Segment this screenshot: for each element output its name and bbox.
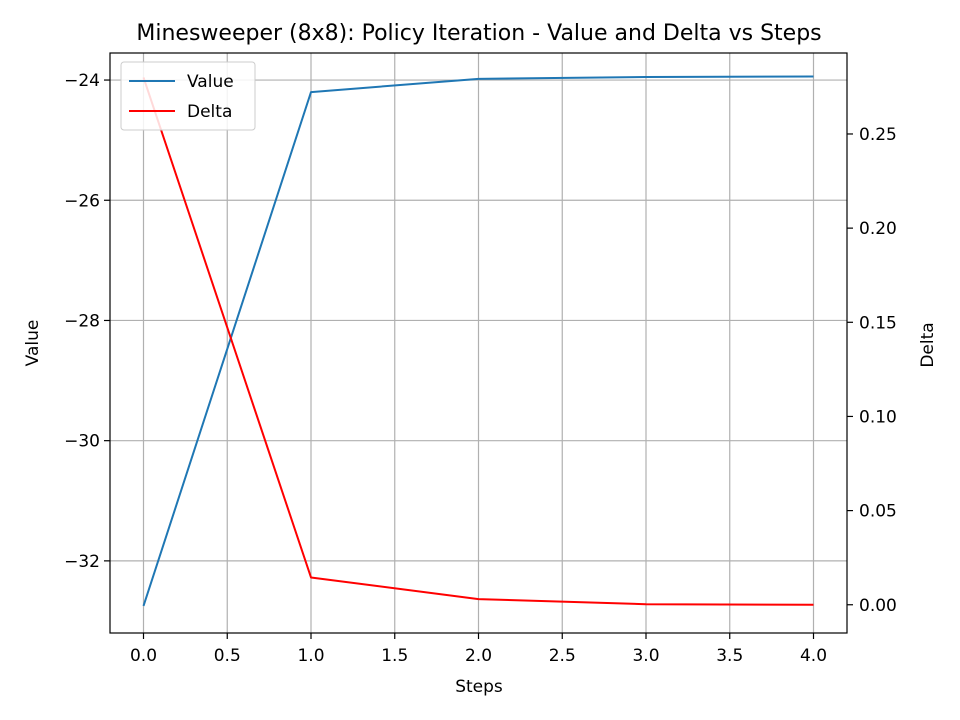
series-line-value xyxy=(142,75,814,607)
left-y-tick-label: −26 xyxy=(64,191,100,211)
x-tick-label: 3.5 xyxy=(716,646,743,666)
x-tick-label: 0.0 xyxy=(130,646,157,666)
right-y-axis-ticks: 0.00 0.05 0.10 0.15 0.20 0.25 xyxy=(847,125,897,616)
right-y-tick-label: 0.00 xyxy=(859,596,897,616)
right-y-tick-label: 0.10 xyxy=(859,407,897,427)
legend-label-delta: Delta xyxy=(187,102,232,122)
x-tick-label: 0.5 xyxy=(214,646,241,666)
legend-box xyxy=(120,61,256,131)
x-tick-label: 2.5 xyxy=(549,646,576,666)
left-y-tick-label: −24 xyxy=(64,71,100,91)
left-y-tick-label: −28 xyxy=(64,311,100,331)
x-axis-ticks: 0.0 0.5 1.0 1.5 2.0 2.5 3.0 3.5 4.0 xyxy=(130,633,827,666)
right-y-tick-label: 0.15 xyxy=(859,313,897,333)
left-y-axis-label: Value xyxy=(23,320,43,367)
series-line-delta xyxy=(142,77,814,606)
left-y-tick-label: −30 xyxy=(64,432,100,452)
x-tick-label: 4.0 xyxy=(800,646,827,666)
right-y-tick-label: 0.05 xyxy=(859,502,897,522)
right-y-tick-label: 0.25 xyxy=(859,125,897,145)
legend-label-value: Value xyxy=(187,72,234,92)
x-tick-label: 3.0 xyxy=(632,646,659,666)
left-y-tick-label: −32 xyxy=(64,552,100,572)
x-tick-label: 1.5 xyxy=(381,646,408,666)
series-lines xyxy=(142,75,814,607)
legend: Value Delta xyxy=(120,61,256,131)
grid xyxy=(110,53,847,633)
left-y-axis-ticks: −32 −30 −28 −26 −24 xyxy=(64,71,110,572)
x-tick-label: 2.0 xyxy=(465,646,492,666)
x-tick-label: 1.0 xyxy=(297,646,324,666)
x-axis-label: Steps xyxy=(455,677,503,697)
right-y-axis-label: Delta xyxy=(918,322,938,367)
chart-title: Minesweeper (8x8): Policy Iteration - Va… xyxy=(136,21,821,46)
right-y-tick-label: 0.20 xyxy=(859,219,897,239)
